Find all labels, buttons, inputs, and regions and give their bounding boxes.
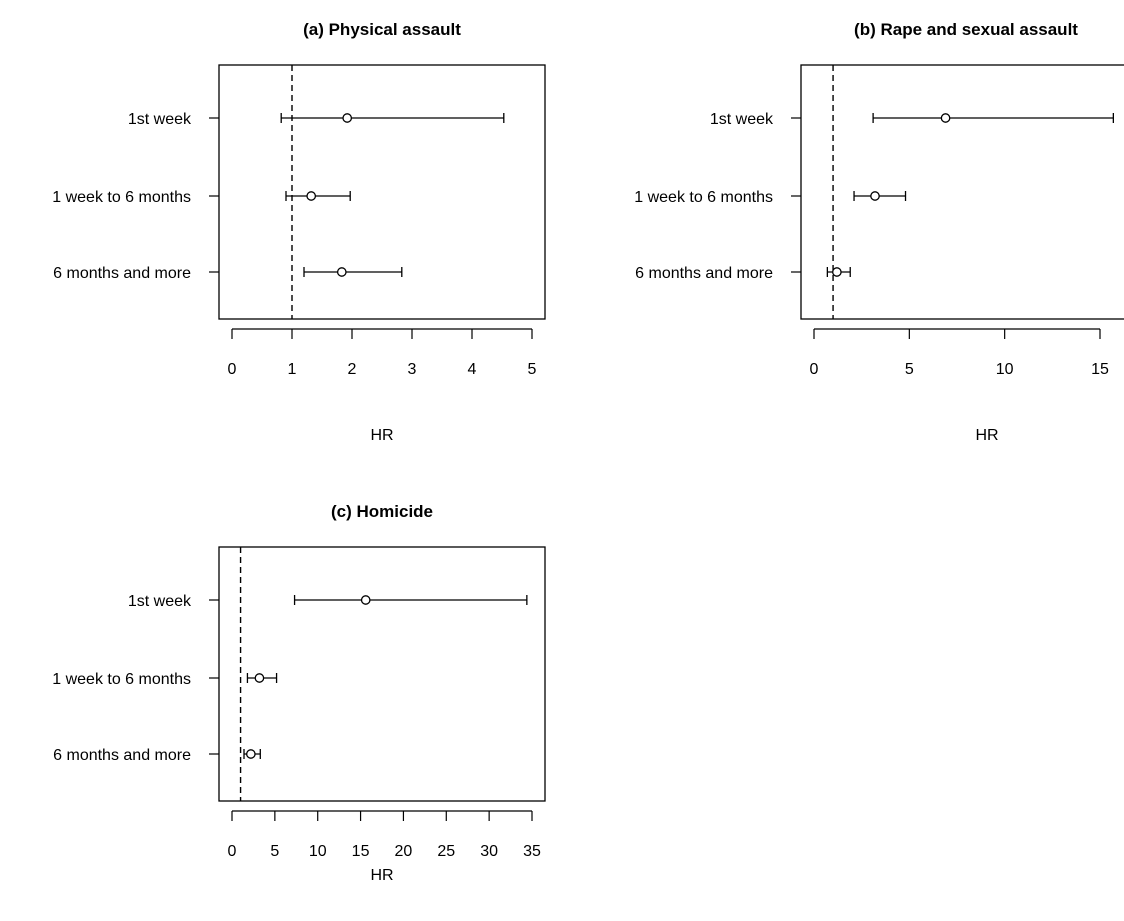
panel-title: (c) Homicide xyxy=(331,502,433,521)
panel-title: (a) Physical assault xyxy=(303,20,461,39)
x-tick-label: 0 xyxy=(228,361,237,378)
point-estimate xyxy=(360,595,371,605)
category-label: 1 week to 6 months xyxy=(52,189,191,206)
category-label: 6 months and more xyxy=(53,747,191,764)
panel-1: (a) Physical assault 0 1 2 3 4 5 HR 1st week 1 we… xyxy=(52,20,546,444)
x-tick-label: 15 xyxy=(352,843,370,860)
point-estimate xyxy=(940,113,951,123)
category-label: 1 week to 6 months xyxy=(52,671,191,688)
x-tick-label: 5 xyxy=(905,361,914,378)
plot-frame xyxy=(218,546,546,802)
x-tick-label: 5 xyxy=(270,843,279,860)
point-estimate xyxy=(246,749,256,759)
point-estimate xyxy=(342,113,353,123)
plot-frame xyxy=(800,64,1124,320)
category-label: 6 months and more xyxy=(53,265,191,282)
x-tick-label: 10 xyxy=(996,361,1014,378)
x-tick-label: 5 xyxy=(528,361,537,378)
x-tick-label: 25 xyxy=(437,843,455,860)
x-axis-label: HR xyxy=(370,427,393,444)
point-estimate xyxy=(254,673,265,683)
x-tick-label: 0 xyxy=(810,361,819,378)
panel-3: (c) Homicide 0 5 10 15 20 25 30 35 HR 1st week 1 we… xyxy=(52,502,546,884)
plot-frame xyxy=(218,64,546,320)
x-tick-label: 3 xyxy=(408,361,417,378)
x-tick-label: 30 xyxy=(480,843,498,860)
point-estimate xyxy=(832,267,842,277)
category-label: 1st week xyxy=(128,111,192,128)
point-estimate xyxy=(336,267,347,277)
x-tick-label: 2 xyxy=(348,361,357,378)
x-tick-label: 35 xyxy=(523,843,541,860)
category-label: 1st week xyxy=(128,593,192,610)
x-tick-label: 4 xyxy=(468,361,477,378)
category-label: 1 week to 6 months xyxy=(634,189,773,206)
x-tick-label: 20 xyxy=(395,843,413,860)
panel-2: (b) Rape and sexual assault 0 5 10 15 HR 1st w… xyxy=(634,20,1124,444)
x-axis-label: HR xyxy=(370,867,393,884)
point-estimate xyxy=(870,191,880,201)
point-estimate xyxy=(306,191,317,201)
x-tick-label: 10 xyxy=(309,843,327,860)
x-tick-label: 0 xyxy=(228,843,237,860)
x-tick-label: 15 xyxy=(1091,361,1109,378)
x-axis-label: HR xyxy=(975,427,998,444)
panel-title: (b) Rape and sexual assault xyxy=(854,20,1078,39)
category-label: 1st week xyxy=(710,111,774,128)
category-label: 6 months and more xyxy=(635,265,773,282)
x-tick-label: 1 xyxy=(288,361,297,378)
